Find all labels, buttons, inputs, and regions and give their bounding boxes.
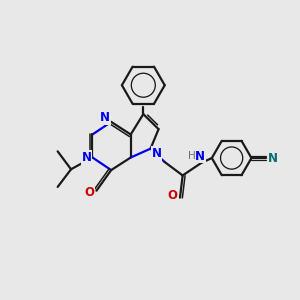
Text: N: N [268,152,278,164]
Text: N: N [195,150,205,163]
Text: O: O [85,185,95,199]
Text: N: N [82,151,92,164]
Text: H: H [188,151,196,161]
Text: N: N [100,111,110,124]
Text: O: O [167,189,178,202]
Text: N: N [152,147,161,160]
